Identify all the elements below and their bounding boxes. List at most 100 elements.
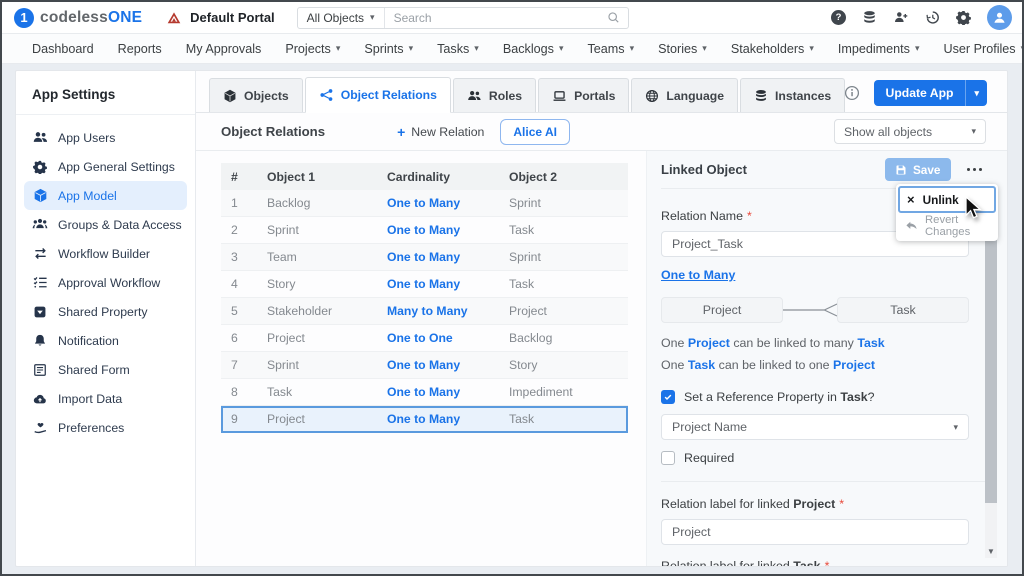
cell-object2: Task bbox=[499, 270, 628, 298]
chevron-down-icon: ▾ bbox=[809, 43, 814, 53]
panel-scrollbar[interactable]: ▼ bbox=[985, 189, 997, 558]
cell-cardinality-link[interactable]: Many to Many bbox=[377, 297, 499, 325]
sidebar-item-import-data[interactable]: Import Data bbox=[24, 384, 187, 413]
sidebar-item-app-general-settings[interactable]: App General Settings bbox=[24, 152, 187, 181]
table-row[interactable]: 2 Sprint One to Many Task bbox=[221, 216, 628, 244]
nav-item-tasks[interactable]: Tasks ▾ bbox=[437, 41, 479, 56]
help-icon[interactable]: ? bbox=[831, 10, 846, 25]
update-app-button[interactable]: Update App ▾ bbox=[873, 80, 987, 106]
nav-item-dashboard[interactable]: Dashboard bbox=[32, 41, 94, 56]
cell-cardinality-link[interactable]: One to One bbox=[377, 324, 499, 352]
objects-filter-select[interactable]: Show all objects ▾ bbox=[834, 119, 986, 144]
nav-item-sprints[interactable]: Sprints ▾ bbox=[364, 41, 414, 56]
gear-icon[interactable] bbox=[956, 10, 971, 25]
scrollbar-thumb[interactable] bbox=[985, 225, 997, 503]
reference-checkbox[interactable] bbox=[661, 390, 675, 404]
cell-num: 2 bbox=[221, 216, 257, 244]
nav-item-impediments[interactable]: Impediments ▾ bbox=[837, 41, 920, 56]
sidebar-item-app-model[interactable]: App Model bbox=[24, 181, 187, 210]
nav-item-teams[interactable]: Teams ▾ bbox=[587, 41, 635, 56]
user-avatar[interactable] bbox=[987, 5, 1012, 30]
chevron-down-icon[interactable]: ▾ bbox=[965, 80, 987, 106]
cell-num: 3 bbox=[221, 243, 257, 271]
cell-cardinality-link[interactable]: One to Many bbox=[377, 378, 499, 406]
sidebar-item-notification[interactable]: Notification bbox=[24, 326, 187, 355]
save-button[interactable]: Save bbox=[884, 158, 951, 181]
nav-item-reports[interactable]: Reports bbox=[117, 41, 162, 56]
top-icon-group: ? bbox=[831, 5, 1012, 30]
table-row[interactable]: 5 Stakeholder Many to Many Project bbox=[221, 297, 628, 325]
chevron-down-icon: ▾ bbox=[335, 43, 341, 53]
tab-portals[interactable]: Portals bbox=[538, 78, 630, 112]
nav-item-user-profiles[interactable]: User Profiles▾ bbox=[944, 42, 1022, 56]
mouse-cursor bbox=[965, 196, 982, 219]
nav-item-projects[interactable]: Projects ▾ bbox=[285, 41, 341, 56]
table-row[interactable]: 7 Sprint One to Many Story bbox=[221, 351, 628, 379]
new-relation-button[interactable]: + New Relation bbox=[397, 123, 485, 140]
sidebar-item-shared-property[interactable]: Shared Property bbox=[24, 297, 187, 326]
cell-object1: Sprint bbox=[257, 216, 377, 244]
cell-cardinality-link[interactable]: One to Many bbox=[377, 351, 499, 379]
sidebar-item-preferences[interactable]: Preferences bbox=[24, 413, 187, 442]
portal-name: Default Portal bbox=[190, 10, 275, 25]
nav-item-backlogs[interactable]: Backlogs ▾ bbox=[502, 41, 564, 56]
table-row[interactable]: 6 Project One to One Backlog bbox=[221, 324, 628, 352]
alice-ai-button[interactable]: Alice AI bbox=[500, 118, 570, 145]
cell-cardinality-link[interactable]: One to Many bbox=[377, 270, 499, 298]
portal-selector[interactable]: Default Portal bbox=[166, 10, 275, 25]
table-row[interactable]: 1 Backlog One to Many Sprint bbox=[221, 190, 628, 217]
tab-language[interactable]: Language bbox=[631, 78, 738, 112]
reference-property-select[interactable]: Project Name ▾ bbox=[661, 414, 969, 440]
more-options-button[interactable] bbox=[964, 163, 986, 177]
cell-cardinality-link[interactable]: One to Many bbox=[377, 216, 499, 244]
scrollbar-down-arrow[interactable]: ▼ bbox=[985, 545, 997, 558]
relation-label-project-input[interactable]: Project bbox=[661, 519, 969, 545]
menu-item-revert-changes[interactable]: Revert Changes bbox=[898, 213, 996, 239]
cell-cardinality-link[interactable]: One to Many bbox=[377, 190, 499, 217]
nav-item-stakeholders[interactable]: Stakeholders ▾ bbox=[730, 41, 814, 56]
cube-icon bbox=[32, 188, 48, 203]
table-row[interactable]: 9 Project One to Many Task bbox=[221, 405, 628, 433]
cell-cardinality-link[interactable]: One to Many bbox=[377, 405, 499, 433]
tab-instances[interactable]: Instances bbox=[739, 78, 846, 112]
col-object1: Object 1 bbox=[257, 163, 377, 190]
history-icon[interactable] bbox=[925, 10, 940, 25]
tab-object-relations[interactable]: Object Relations bbox=[304, 77, 451, 113]
sidebar-item-workflow-builder[interactable]: Workflow Builder bbox=[24, 239, 187, 268]
required-asterisk: * bbox=[746, 209, 752, 223]
settings-card: App Settings App Users App General Setti… bbox=[15, 70, 1008, 567]
cell-cardinality-link[interactable]: One to Many bbox=[377, 243, 499, 271]
search-scope-dropdown[interactable]: All Objects ▾ bbox=[298, 7, 385, 28]
cell-object2: Sprint bbox=[499, 190, 628, 217]
sidebar-item-groups-data-access[interactable]: Groups & Data Access bbox=[24, 210, 187, 239]
brand-logo[interactable]: 1 codelessONE bbox=[14, 7, 142, 28]
cell-num: 5 bbox=[221, 297, 257, 325]
table-row[interactable]: 8 Task One to Many Impediment bbox=[221, 378, 628, 406]
cardinality-link[interactable]: One to Many bbox=[661, 268, 736, 282]
nav-item-stories[interactable]: Stories ▾ bbox=[658, 41, 707, 56]
bell-icon bbox=[32, 333, 48, 348]
database-icon[interactable] bbox=[862, 10, 877, 25]
sidebar-item-shared-form[interactable]: Shared Form bbox=[24, 355, 187, 384]
required-checkbox[interactable] bbox=[661, 451, 675, 465]
users-icon bbox=[32, 130, 48, 145]
tab-roles[interactable]: Roles bbox=[452, 78, 537, 112]
search-input[interactable]: Search bbox=[393, 10, 432, 25]
sidebar-item-app-users[interactable]: App Users bbox=[24, 123, 187, 152]
table-row[interactable]: 4 Story One to Many Task bbox=[221, 270, 628, 298]
sidebar-title: App Settings bbox=[16, 71, 195, 115]
info-icon[interactable] bbox=[844, 85, 860, 101]
cell-object2: Story bbox=[499, 351, 628, 379]
form-icon bbox=[32, 363, 48, 377]
sidebar-item-approval-workflow[interactable]: Approval Workflow bbox=[24, 268, 187, 297]
table-row[interactable]: 3 Team One to Many Sprint bbox=[221, 243, 628, 271]
add-user-icon[interactable] bbox=[893, 10, 909, 25]
content-area: Objects Object Relations Roles Portals bbox=[196, 71, 1007, 566]
tab-objects[interactable]: Objects bbox=[209, 78, 303, 112]
nav-item-my-approvals[interactable]: My Approvals bbox=[185, 41, 262, 56]
cell-num: 9 bbox=[221, 405, 257, 433]
settings-sidebar: App Settings App Users App General Setti… bbox=[16, 71, 196, 566]
swap-arrows-icon bbox=[32, 246, 48, 261]
top-bar: 1 codelessONE Default Portal All Objects… bbox=[2, 2, 1022, 34]
panel-header: Linked Object Save bbox=[661, 151, 993, 189]
